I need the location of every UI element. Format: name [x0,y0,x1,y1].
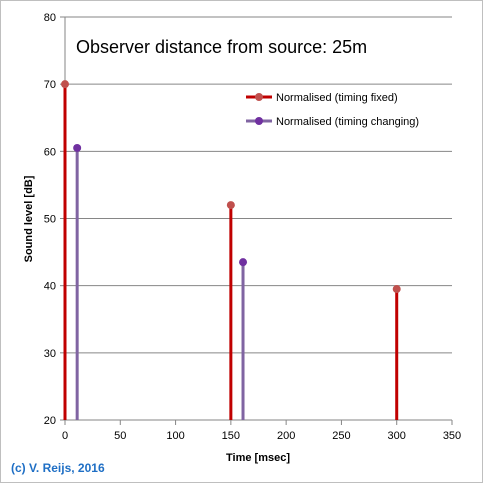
x-tick-label-0: 0 [62,430,68,442]
y-tick-label-60: 60 [44,146,56,158]
x-tick-label-350: 350 [443,430,461,442]
x-tick-label-300: 300 [388,430,406,442]
legend: Normalised (timing fixed) Normalised (ti… [246,92,419,128]
x-tick-label-50: 50 [114,430,126,442]
x-axis-title: Time [msec] [226,452,290,464]
marker-series1-point1 [239,258,248,267]
y-tick-label-80: 80 [44,12,56,24]
legend-marker-timing-changing [255,117,263,125]
marker-series0-point0 [61,80,69,89]
marker-series0-point2 [392,285,401,294]
y-tick-label-40: 40 [44,281,56,293]
copyright-text: (c) V. Reijs, 2016 [11,461,105,475]
y-tick-label-70: 70 [44,79,56,91]
data-stems [63,84,399,420]
x-tick-label-150: 150 [222,430,240,442]
y-tick-label-20: 20 [44,415,56,427]
axes [60,16,453,425]
x-tick-labels: 0 50 100 150 200 250 300 350 [62,430,461,442]
marker-series1-point0 [73,143,82,152]
x-tick-label-200: 200 [277,430,295,442]
y-axis-title: Sound level [dB] [23,175,35,262]
y-tick-label-50: 50 [44,214,56,226]
legend-entry-timing-fixed: Normalised (timing fixed) [246,92,398,104]
y-tick-label-30: 30 [44,348,56,360]
marker-series0-point1 [226,201,235,210]
legend-marker-timing-fixed [255,93,263,101]
legend-label-timing-changing: Normalised (timing changing) [276,116,419,128]
chart-title: Observer distance from source: 25m [76,37,367,57]
x-tick-label-100: 100 [166,430,184,442]
data-markers [61,80,401,294]
legend-entry-timing-changing: Normalised (timing changing) [246,116,419,128]
x-tick-label-250: 250 [332,430,350,442]
legend-label-timing-fixed: Normalised (timing fixed) [276,92,398,104]
y-tick-labels: 20 30 40 50 60 70 80 [44,12,56,427]
grid-lines [65,16,452,354]
